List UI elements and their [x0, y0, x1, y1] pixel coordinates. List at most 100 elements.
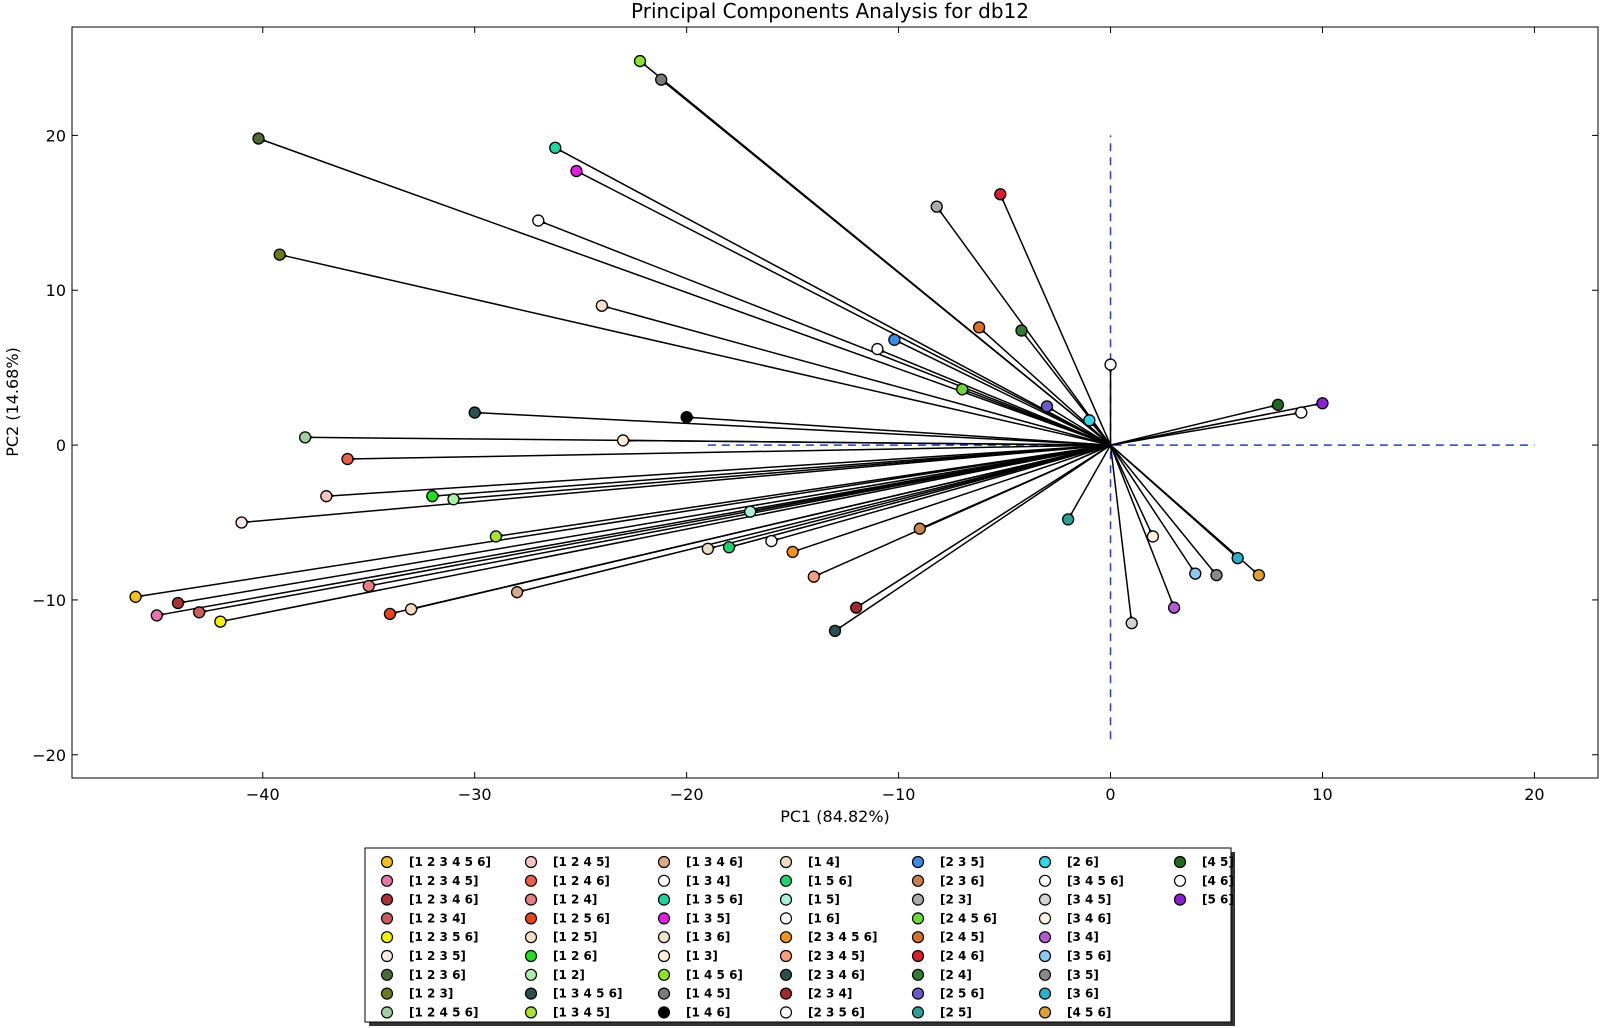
legend-label-29: [1 5 6] [808, 874, 852, 888]
data-point-44 [1040, 400, 1054, 413]
data-point-9 [298, 431, 312, 444]
legend-label-41: [2 4 5] [940, 930, 984, 944]
data-point-49 [1146, 530, 1160, 543]
data-point-52 [1210, 569, 1223, 582]
legend-label-33: [2 3 4 5] [808, 949, 865, 963]
y-tick-label: −20 [32, 746, 66, 765]
legend-marker-41 [911, 931, 925, 944]
arrow-32 [799, 444, 1111, 550]
y-tick-label: 10 [46, 281, 66, 300]
legend-label-35: [2 3 4] [808, 987, 852, 1001]
legend-label-14: [1 2 5] [553, 930, 597, 944]
data-point-28 [701, 542, 714, 555]
legend-label-24: [1 3] [686, 949, 718, 963]
arrow-54 [1110, 444, 1254, 570]
legend-marker-37 [911, 855, 925, 869]
arrow-43 [1026, 336, 1112, 446]
data-point-33 [807, 570, 820, 583]
data-point-19 [510, 586, 524, 599]
legend-marker-6 [380, 949, 394, 963]
legend-label-16: [1 2] [553, 968, 585, 982]
y-tick-label: 20 [46, 126, 66, 145]
arrow-56 [1110, 414, 1295, 446]
legend-label-47: [3 4 5 6] [1067, 874, 1124, 888]
legend-marker-24 [657, 949, 671, 963]
legend-marker-51 [1038, 949, 1052, 963]
legend-label-44: [2 5 6] [940, 987, 984, 1001]
data-point-42 [994, 188, 1007, 201]
x-tick-label: 20 [1524, 785, 1544, 804]
legend-label-28: [1 4] [808, 855, 840, 869]
legend-marker-46 [1038, 855, 1052, 869]
legend-marker-31 [779, 912, 793, 925]
legend-marker-44 [911, 987, 925, 1000]
data-point-5 [214, 615, 227, 628]
legend-marker-34 [779, 968, 793, 981]
data-point-25 [633, 54, 647, 68]
data-point-6 [235, 516, 248, 529]
y-axis-label: PC2 (14.68%) [3, 347, 22, 457]
legend-label-39: [2 3] [940, 893, 972, 907]
arrow-8 [287, 256, 1111, 446]
plot-frame [71, 26, 1599, 779]
arrow-14 [418, 444, 1111, 608]
arrow-19 [524, 444, 1111, 590]
data-point-50 [1167, 601, 1181, 614]
legend-label-20: [1 3 4] [686, 874, 730, 888]
legend-marker-4 [380, 912, 394, 925]
data-point-8 [273, 248, 286, 261]
data-point-40 [956, 383, 969, 396]
legend-marker-1 [380, 855, 394, 869]
data-point-12 [362, 579, 375, 593]
legend-label-21: [1 3 5 6] [686, 893, 743, 907]
legend-marker-56 [1173, 874, 1187, 887]
arrow-48 [1109, 444, 1131, 616]
arrow-31 [778, 444, 1111, 539]
legend-label-45: [2 5] [940, 1005, 972, 1019]
legend-marker-39 [911, 893, 925, 906]
arrow-27 [694, 418, 1111, 446]
data-point-13 [383, 607, 397, 621]
data-point-46 [1083, 414, 1096, 427]
legend-marker-7 [380, 968, 394, 981]
legend-marker-23 [657, 931, 671, 944]
legend-label-4: [1 2 3 4] [409, 911, 466, 925]
legend-label-26: [1 4 5] [686, 987, 730, 1001]
arrow-34 [841, 444, 1111, 627]
legend-label-50: [3 4] [1067, 930, 1099, 944]
legend-label-1: [1 2 3 4 5 6] [409, 855, 491, 869]
legend-label-22: [1 3 5] [686, 911, 730, 925]
data-point-55 [1271, 398, 1285, 411]
legend-marker-21 [657, 893, 671, 906]
arrow-2 [164, 444, 1111, 614]
data-point-10 [320, 490, 333, 503]
arrow-7 [265, 141, 1111, 446]
legend-label-18: [1 3 4 5] [553, 1005, 610, 1019]
data-points [129, 54, 1329, 638]
legend-label-2: [1 2 3 4 5] [409, 874, 478, 888]
arrow-3 [185, 444, 1111, 602]
legend-label-49: [3 4 6] [1067, 911, 1111, 925]
data-point-20 [532, 214, 545, 227]
legend-label-31: [1 6] [808, 911, 840, 925]
data-point-43 [1015, 324, 1028, 337]
legend-label-9: [1 2 4 5 6] [409, 1005, 478, 1019]
chart-title: Principal Components Analysis for db12 [631, 0, 1029, 23]
data-point-47 [1104, 358, 1117, 371]
arrow-37 [901, 343, 1111, 446]
y-tick-label: −10 [32, 591, 66, 610]
data-point-32 [786, 545, 799, 559]
arrow-26 [667, 84, 1112, 446]
legend-label-27: [1 4 6] [686, 1005, 730, 1019]
legend-box [364, 847, 1232, 1023]
legend-marker-45 [911, 1006, 925, 1019]
data-point-2 [150, 609, 163, 622]
arrow-16 [460, 444, 1111, 499]
x-tick-label: −30 [458, 785, 492, 804]
axes: −40 −30 −20 −10 0 10 20 −20 −10 0 10 20 [32, 27, 1598, 804]
legend-label-52: [3 5] [1067, 968, 1099, 982]
legend-label-8: [1 2 3] [409, 987, 453, 1001]
arrow-50 [1109, 444, 1172, 601]
legend-label-30: [1 5] [808, 893, 840, 907]
